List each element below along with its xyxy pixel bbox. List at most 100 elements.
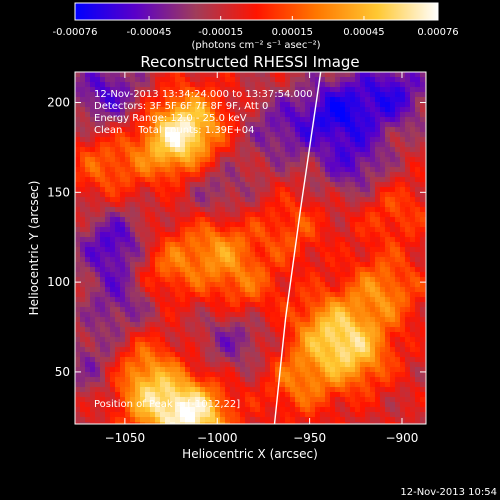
heatmap-cell [390, 422, 396, 424]
heatmap-cell [300, 107, 306, 113]
heatmap-cell [300, 232, 306, 238]
heatmap-cell [330, 107, 336, 113]
heatmap-cell [420, 117, 426, 123]
heatmap-cell [390, 387, 396, 393]
heatmap-cell [355, 357, 361, 363]
heatmap-cell [230, 87, 236, 93]
heatmap-cell [415, 177, 421, 183]
heatmap-cell [335, 167, 341, 173]
heatmap-cell [370, 302, 376, 308]
heatmap-cell [270, 267, 276, 273]
heatmap-cell [170, 192, 176, 198]
heatmap-cell [120, 307, 126, 313]
heatmap-cell [380, 322, 386, 328]
heatmap-cell [395, 322, 401, 328]
heatmap-cell [120, 377, 126, 383]
heatmap-cell [90, 222, 96, 228]
heatmap-cell [235, 397, 241, 403]
heatmap-cell [160, 217, 166, 223]
heatmap-cell [75, 82, 81, 88]
heatmap-cell [215, 372, 221, 378]
heatmap-cell [330, 72, 336, 78]
heatmap-cell [250, 147, 256, 153]
heatmap-cell [80, 167, 86, 173]
heatmap-cell [345, 402, 351, 408]
heatmap-cell [390, 197, 396, 203]
heatmap-cell [170, 372, 176, 378]
heatmap-cell [120, 192, 126, 198]
heatmap-cell [250, 207, 256, 213]
heatmap-cell [210, 227, 216, 233]
heatmap-cell [250, 362, 256, 368]
heatmap-cell [150, 422, 156, 424]
heatmap-cell [300, 382, 306, 388]
heatmap-cell [205, 137, 211, 143]
heatmap-cell [200, 77, 206, 83]
heatmap-cell [205, 292, 211, 298]
heatmap-cell [285, 397, 291, 403]
heatmap-cell [85, 297, 91, 303]
heatmap-cell [295, 337, 301, 343]
heatmap-cell [200, 222, 206, 228]
heatmap-cell [250, 372, 256, 378]
heatmap-cell [225, 217, 231, 223]
heatmap-cell [285, 327, 291, 333]
heatmap-cell [360, 312, 366, 318]
heatmap-cell [165, 182, 171, 188]
heatmap-cell [80, 392, 86, 398]
heatmap-cell [395, 302, 401, 308]
heatmap-cell [365, 382, 371, 388]
heatmap-cell [330, 322, 336, 328]
heatmap-cell [170, 347, 176, 353]
heatmap-cell [365, 407, 371, 413]
heatmap-cell [290, 337, 296, 343]
heatmap-cell [120, 117, 126, 123]
heatmap-cell [85, 162, 91, 168]
heatmap-cell [210, 402, 216, 408]
heatmap-cell [110, 262, 116, 268]
heatmap-cell [260, 157, 266, 163]
heatmap-cell [335, 387, 341, 393]
heatmap-cell [135, 287, 141, 293]
heatmap-cell [420, 277, 426, 283]
heatmap-cell [390, 262, 396, 268]
heatmap-cell [340, 362, 346, 368]
heatmap-cell [410, 327, 416, 333]
heatmap-cell [300, 327, 306, 333]
heatmap-cell [390, 187, 396, 193]
heatmap-cell [175, 87, 181, 93]
heatmap-cell [105, 287, 111, 293]
heatmap-cell [305, 367, 311, 373]
heatmap-cell [75, 392, 81, 398]
heatmap-cell [315, 417, 321, 423]
heatmap-cell [145, 172, 151, 178]
heatmap-cell [405, 352, 411, 358]
heatmap-cell [105, 417, 111, 423]
heatmap-cell [280, 182, 286, 188]
heatmap-cell [220, 182, 226, 188]
heatmap-cell [375, 357, 381, 363]
heatmap-cell [130, 192, 136, 198]
heatmap-cell [335, 417, 341, 423]
heatmap-cell [420, 412, 426, 418]
heatmap-cell [335, 132, 341, 138]
heatmap-cell [200, 182, 206, 188]
heatmap-cell [235, 297, 241, 303]
heatmap-cell [80, 372, 86, 378]
heatmap-cell [155, 72, 161, 78]
heatmap-cell [120, 132, 126, 138]
heatmap-cell [410, 312, 416, 318]
heatmap-cell [265, 172, 271, 178]
heatmap-cell [310, 227, 316, 233]
heatmap-cell [150, 297, 156, 303]
heatmap-cell [75, 157, 81, 163]
heatmap-cell [400, 257, 406, 263]
heatmap-cell [420, 287, 426, 293]
heatmap-cell [125, 342, 131, 348]
heatmap-cell [335, 322, 341, 328]
heatmap-cell [390, 357, 396, 363]
heatmap-cell [380, 312, 386, 318]
heatmap-cell [360, 377, 366, 383]
heatmap-cell [260, 232, 266, 238]
heatmap-cell [80, 317, 86, 323]
